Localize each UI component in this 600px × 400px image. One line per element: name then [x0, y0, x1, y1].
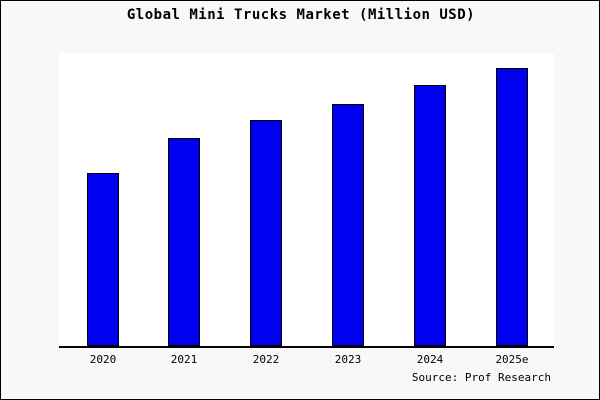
x-tick-label-2020: 2020 — [89, 353, 117, 366]
x-tick-label-2024: 2024 — [416, 353, 444, 366]
x-tick-label-2021: 2021 — [170, 353, 198, 366]
x-tick-label-2025e: 2025e — [495, 353, 529, 366]
bar-2025e — [496, 68, 528, 346]
source-note: Source: Prof Research — [411, 371, 551, 384]
x-tick-label-2023: 2023 — [334, 353, 362, 366]
chart-title: Global Mini Trucks Market (Million USD) — [126, 7, 476, 23]
bar-2021 — [168, 138, 200, 346]
x-tick-label-2022: 2022 — [252, 353, 280, 366]
bar-2023 — [332, 103, 364, 346]
plot-area — [59, 53, 554, 346]
bar-2022 — [250, 119, 282, 346]
bar-2024 — [414, 84, 446, 346]
bar-2020 — [87, 172, 119, 346]
x-axis-line — [59, 346, 554, 348]
